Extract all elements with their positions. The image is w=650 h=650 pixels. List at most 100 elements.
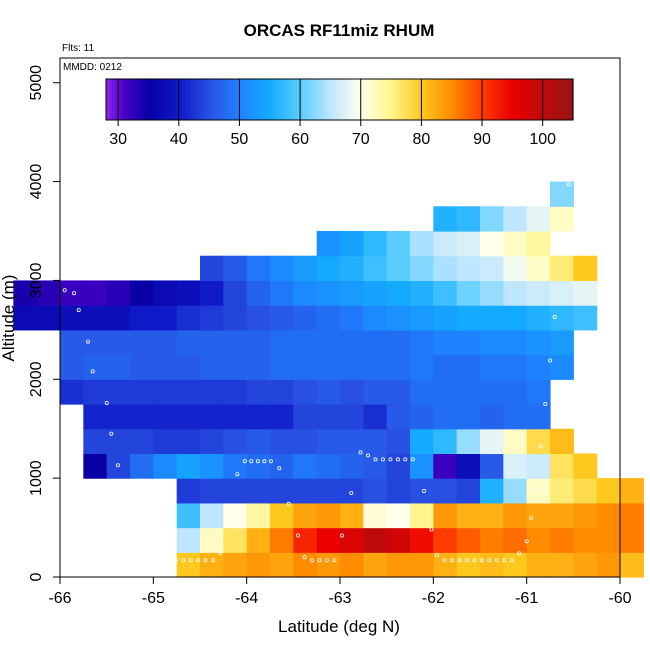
heatmap-cell	[456, 428, 481, 455]
x-tick-label: -60	[608, 590, 631, 607]
colorbar-segment	[430, 79, 435, 120]
heatmap-cell	[596, 527, 621, 553]
flight-point	[286, 501, 291, 506]
heatmap-cell	[60, 280, 84, 306]
heatmap-cell	[340, 552, 364, 578]
colorbar-segment	[357, 79, 362, 120]
colorbar-segment	[454, 79, 459, 120]
colorbar-segment	[448, 79, 453, 120]
flight-point	[487, 558, 492, 563]
heatmap-cell	[433, 280, 458, 306]
heatmap-cell	[83, 428, 108, 455]
heatmap-cell	[316, 453, 341, 479]
heatmap-cell	[246, 404, 271, 430]
heatmap-cell	[480, 231, 504, 257]
colorbar-segment	[330, 79, 335, 120]
y-tick-label: 4000	[28, 164, 45, 200]
colorbar-segment	[136, 79, 140, 120]
flight-point	[104, 400, 109, 405]
colorbar-segment	[215, 79, 219, 120]
heatmap-cell	[503, 305, 528, 331]
colorbar-segment	[281, 79, 286, 120]
flight-point	[249, 459, 254, 464]
colorbar-segment	[321, 79, 325, 120]
heatmap-cell	[526, 329, 551, 356]
colorbar-tick-label: 90	[473, 131, 491, 148]
colorbar-segment	[436, 79, 441, 120]
colorbar-segment	[312, 79, 316, 120]
flight-point	[115, 463, 120, 468]
colorbar-segment	[196, 79, 201, 120]
heatmap-cell	[433, 502, 458, 529]
colorbar-tick-label: 100	[529, 131, 556, 148]
heatmap-cell	[363, 305, 388, 331]
heatmap-cell	[526, 428, 551, 455]
heatmap-cell	[456, 255, 481, 282]
heatmap-cell	[176, 502, 201, 529]
heatmap-cell	[200, 354, 224, 380]
colorbar-segment	[248, 79, 253, 120]
heatmap-cell	[153, 404, 178, 430]
x-tick-label: -61	[515, 590, 538, 607]
colorbar-segment	[157, 79, 162, 120]
colorbar-segment	[115, 79, 119, 120]
heatmap-cell	[550, 453, 574, 479]
heatmap-cell	[60, 379, 84, 405]
heatmap-cell	[153, 379, 178, 405]
heatmap-cell	[246, 527, 271, 553]
heatmap-cell	[386, 280, 411, 306]
heatmap-cell	[176, 354, 201, 380]
heatmap-cell	[456, 231, 481, 257]
flight-point	[166, 558, 171, 563]
colorbar-segment	[278, 79, 283, 120]
colorbar-segment	[290, 79, 295, 120]
colorbar-segment	[460, 79, 465, 120]
colorbar-segment	[106, 79, 110, 120]
heatmap-cell	[153, 280, 178, 306]
flight-point	[196, 558, 201, 563]
heatmap-cell	[433, 453, 458, 479]
colorbar-segment	[394, 79, 398, 120]
heatmap-cell	[176, 379, 201, 405]
flight-point	[242, 459, 247, 464]
y-tick-label: 1000	[28, 460, 45, 496]
colorbar-segment	[472, 79, 477, 120]
heatmap-cell	[130, 305, 154, 331]
colorbar-segment	[445, 79, 450, 120]
heatmap-cell	[246, 379, 271, 405]
heatmap-cell	[503, 329, 528, 356]
heatmap-cell	[526, 231, 551, 257]
heatmap-cell	[270, 379, 294, 405]
heatmap-cell	[410, 280, 434, 306]
colorbar-segment	[345, 79, 350, 120]
colorbar-tick-label: 50	[231, 131, 249, 148]
heatmap-cell	[480, 527, 504, 553]
colorbar-segment	[536, 79, 541, 120]
colorbar-segment	[336, 79, 341, 120]
heatmap-cell	[550, 181, 574, 207]
heatmap-cell	[410, 329, 434, 356]
heatmap-cell	[573, 255, 598, 282]
colorbar-segment	[151, 79, 156, 120]
colorbar-segment	[254, 79, 259, 120]
heatmap-cell	[573, 305, 598, 331]
heatmap-cell	[200, 280, 224, 306]
colorbar-segment	[366, 79, 371, 120]
y-tick-label: 2000	[28, 361, 45, 397]
heatmap-cell	[363, 280, 388, 306]
heatmap-cell	[176, 453, 201, 479]
heatmap-cell	[270, 354, 294, 380]
heatmap-cell	[410, 552, 434, 578]
heatmap-cell	[200, 502, 224, 529]
colorbar-segment	[551, 79, 556, 120]
heatmap-cell	[456, 552, 481, 578]
heatmap-cell	[410, 354, 434, 380]
heatmap-cell	[200, 255, 224, 282]
heatmap-cell	[270, 502, 294, 529]
heatmap-cell	[293, 478, 318, 504]
colorbar-segment	[518, 79, 523, 120]
heatmap-cell	[480, 502, 504, 529]
colorbar-segment	[554, 79, 559, 120]
heatmap-cell	[573, 280, 598, 306]
colorbar-segment	[284, 79, 289, 120]
